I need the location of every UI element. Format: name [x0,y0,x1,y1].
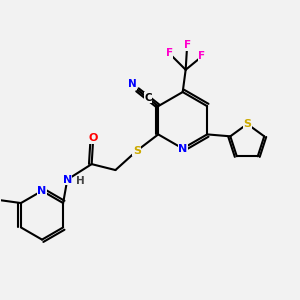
Text: O: O [88,133,98,143]
Text: N: N [63,175,72,184]
Text: H: H [76,176,85,186]
Text: F: F [199,51,206,62]
Text: C: C [144,93,152,103]
Text: S: S [243,119,251,129]
Text: S: S [133,146,141,156]
Text: N: N [38,186,47,196]
Text: N: N [178,143,187,154]
Text: N: N [128,80,136,89]
Text: F: F [184,40,191,50]
Text: F: F [166,48,173,59]
